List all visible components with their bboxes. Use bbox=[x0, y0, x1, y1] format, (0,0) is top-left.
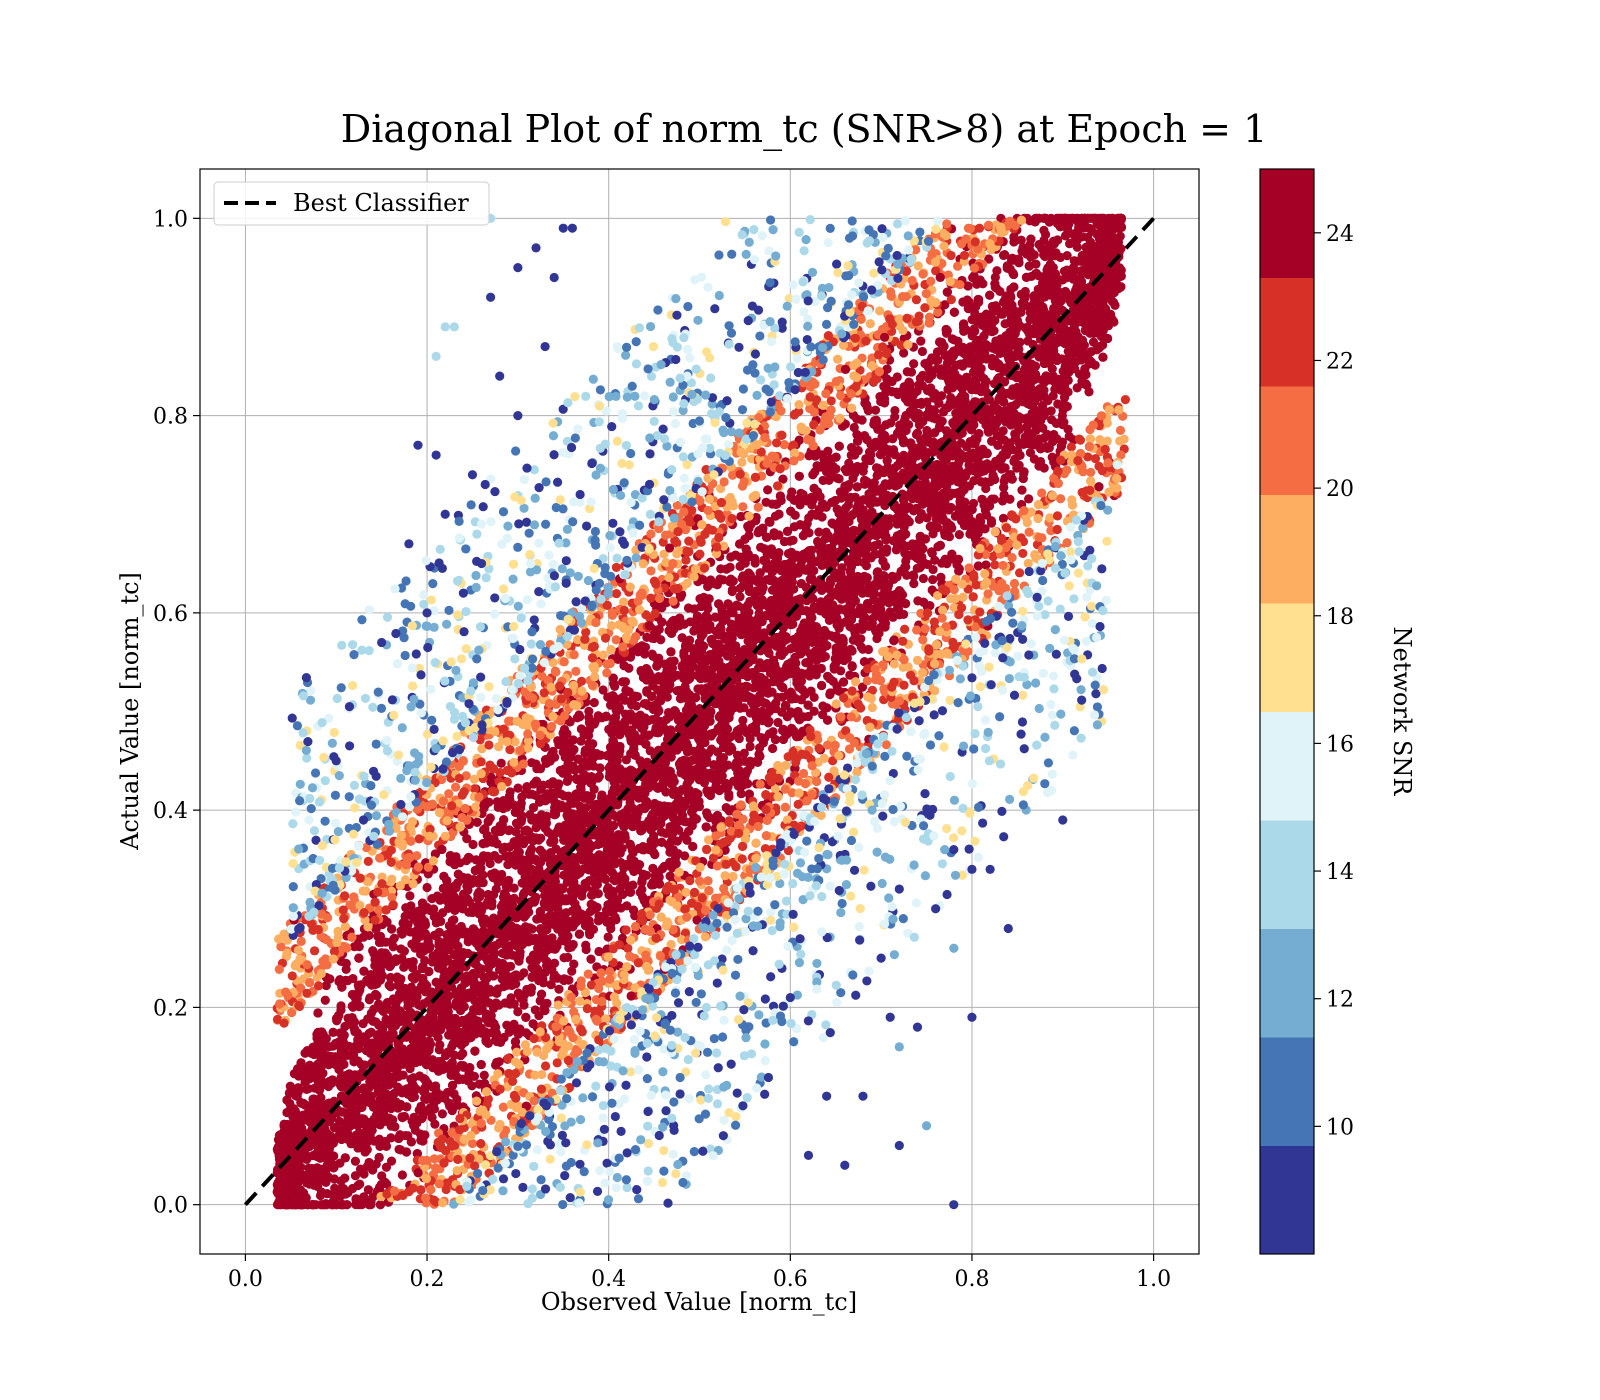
scatter-point bbox=[420, 1130, 430, 1140]
scatter-point bbox=[940, 300, 950, 310]
scatter-point bbox=[836, 666, 846, 676]
scatter-point bbox=[530, 1005, 540, 1015]
scatter-point bbox=[509, 1019, 519, 1029]
scatter-point bbox=[437, 1109, 447, 1119]
scatter-point bbox=[527, 758, 537, 768]
plot-area: 0.0 0.2 0.4 0.6 0.8 1.0 0.00.20.40.60.81.0 bbox=[153, 168, 1200, 1292]
scatter-point bbox=[767, 743, 778, 754]
scatter-point bbox=[397, 1170, 407, 1180]
scatter-point bbox=[870, 405, 881, 415]
scatter-point bbox=[1055, 221, 1066, 232]
scatter-point bbox=[735, 592, 745, 602]
scatter-point bbox=[861, 561, 872, 571]
scatter-point bbox=[788, 535, 798, 545]
scatter-point bbox=[899, 348, 909, 358]
scatter-point bbox=[496, 758, 506, 768]
scatter-point bbox=[589, 698, 599, 708]
scatter-point bbox=[917, 346, 928, 357]
scatter-point bbox=[1017, 485, 1027, 495]
scatter-point bbox=[615, 884, 625, 894]
scatter-point bbox=[857, 682, 868, 692]
scatter-point bbox=[857, 415, 867, 425]
scatter-point bbox=[363, 1185, 373, 1195]
scatter-point bbox=[998, 513, 1009, 523]
scatter-point bbox=[890, 412, 900, 422]
scatter-point bbox=[763, 485, 773, 495]
scatter-point bbox=[632, 691, 643, 702]
scatter-point bbox=[1016, 235, 1026, 245]
scatter-point bbox=[1024, 494, 1034, 504]
scatter-point bbox=[909, 578, 919, 589]
scatter-point bbox=[1041, 407, 1051, 417]
scatter-point bbox=[1068, 263, 1079, 273]
scatter-point bbox=[909, 359, 919, 369]
scatter-point bbox=[814, 527, 824, 537]
scatter-point bbox=[1035, 456, 1046, 467]
scatter-point bbox=[359, 1169, 369, 1179]
scatter-point bbox=[427, 1112, 437, 1123]
scatter-point bbox=[386, 1156, 397, 1166]
scatter-point bbox=[916, 336, 926, 346]
scatter-point bbox=[405, 891, 415, 901]
scatter-point bbox=[389, 933, 399, 943]
scatter-point bbox=[918, 573, 928, 584]
scatter-point bbox=[847, 661, 857, 671]
scatter-point bbox=[998, 426, 1008, 436]
density-band bbox=[272, 213, 1130, 1210]
scatter-point bbox=[320, 995, 330, 1005]
scatter-point bbox=[849, 422, 859, 433]
scatter-point bbox=[516, 800, 526, 810]
scatter-point bbox=[575, 712, 585, 722]
scatter-point bbox=[350, 1156, 361, 1166]
chart-title: Diagonal Plot of norm_tc (SNR>8) at Epoc… bbox=[341, 107, 1268, 152]
scatter-point bbox=[864, 447, 875, 457]
